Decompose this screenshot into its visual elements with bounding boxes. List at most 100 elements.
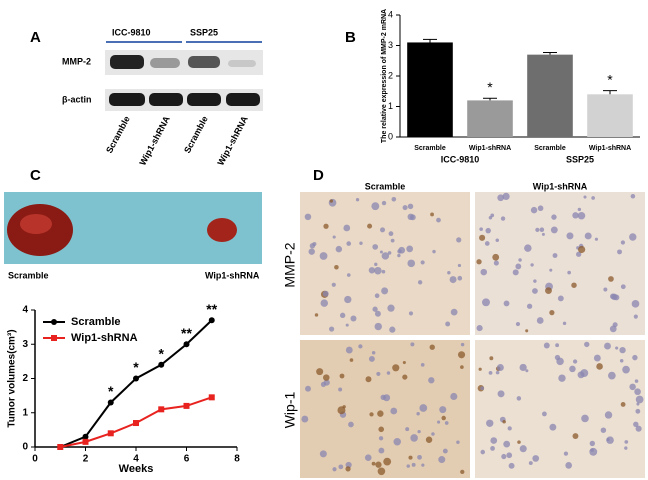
nucleus	[438, 456, 446, 464]
annotation: **	[206, 301, 217, 317]
nucleus	[346, 241, 352, 246]
nucleus	[410, 342, 415, 347]
x-tick-label: Wip1-shRNA	[589, 145, 631, 152]
nucleus	[402, 205, 408, 211]
nucleus	[569, 365, 576, 373]
nucleus	[635, 395, 644, 404]
point	[183, 402, 190, 409]
ihc-image	[300, 192, 470, 335]
nucleus	[634, 388, 641, 396]
nucleus	[319, 252, 328, 260]
nucleus	[551, 214, 557, 220]
nucleus	[497, 194, 505, 202]
nucleus	[503, 440, 511, 448]
y-tick-label: 2	[388, 70, 393, 80]
nucleus	[408, 311, 414, 316]
nucleus	[358, 344, 363, 349]
nucleus	[631, 299, 640, 308]
x-tick-label: 8	[234, 454, 240, 465]
point	[158, 406, 165, 413]
nucleus	[502, 420, 506, 424]
nucleus	[565, 462, 573, 469]
nucleus	[460, 365, 464, 369]
blot-strip	[105, 89, 263, 111]
nucleus	[431, 432, 435, 436]
nucleus	[397, 253, 401, 258]
nucleus	[428, 377, 435, 384]
nucleus	[612, 322, 618, 328]
nucleus	[339, 312, 346, 319]
nucleus	[335, 245, 343, 253]
nucleus	[590, 448, 594, 452]
nucleus	[552, 253, 558, 258]
nucleus	[591, 196, 595, 200]
nucleus	[460, 342, 465, 347]
nucleus	[323, 223, 329, 229]
band	[228, 60, 256, 67]
group-label: ICC-9810	[441, 154, 480, 164]
nucleus	[402, 374, 408, 380]
nucleus	[572, 433, 579, 440]
nucleus	[450, 308, 458, 316]
nucleus	[374, 310, 381, 317]
nucleus	[530, 206, 538, 214]
nucleus	[457, 263, 462, 268]
nucleus	[309, 243, 316, 249]
nucleus	[496, 364, 504, 371]
x-tick-label: 2	[83, 454, 89, 465]
x-tick-label: Scramble	[414, 145, 446, 152]
x-tick-label: Wip1-shRNA	[469, 145, 511, 152]
x-tick-label: 0	[32, 454, 38, 465]
nucleus	[633, 314, 638, 319]
nucleus	[516, 396, 522, 401]
nucleus	[380, 394, 386, 400]
nucleus	[378, 447, 385, 454]
nucleus	[620, 240, 626, 245]
nucleus	[557, 295, 564, 302]
legend-marker	[51, 319, 57, 325]
nucleus	[549, 310, 555, 316]
nucleus	[371, 202, 380, 211]
nucleus	[308, 248, 315, 255]
nucleus	[535, 227, 540, 232]
nucleus	[421, 463, 425, 467]
y-tick-label: 0	[388, 131, 393, 141]
nucleus	[550, 226, 558, 234]
y-tick-label: 0	[22, 442, 28, 453]
nucleus	[528, 461, 533, 466]
nucleus	[402, 360, 406, 365]
nucleus	[372, 244, 379, 250]
nucleus	[526, 303, 533, 309]
bar	[467, 100, 513, 137]
band	[226, 93, 260, 106]
nucleus	[345, 466, 351, 472]
point	[82, 433, 89, 440]
nucleus	[615, 346, 619, 350]
nucleus	[512, 269, 519, 276]
point	[183, 341, 190, 348]
nucleus	[374, 293, 380, 299]
point	[158, 361, 165, 368]
nucleus	[320, 299, 329, 307]
nucleus	[436, 217, 441, 223]
nucleus	[633, 421, 639, 427]
x-tick-label: 4	[133, 454, 139, 465]
nucleus	[545, 287, 552, 295]
lane-label: Scramble	[182, 114, 210, 154]
y-axis-label: Tumor volumes(cm³)	[7, 329, 18, 427]
annotation: *	[108, 383, 114, 399]
y-tick-label: 3	[388, 40, 393, 50]
legend-marker	[51, 335, 57, 341]
nucleus	[479, 234, 486, 241]
nucleus	[392, 364, 400, 372]
nucleus	[515, 321, 521, 327]
nucleus	[580, 369, 589, 378]
nucleus	[502, 192, 510, 201]
lane-label: Wip1-shRNA	[137, 114, 172, 167]
nucleus	[381, 287, 389, 295]
band	[187, 93, 221, 106]
nucleus	[619, 346, 626, 354]
y-axis-label: The relative expression of MMP-2 mRNA	[381, 9, 388, 143]
point	[82, 438, 89, 445]
nucleus	[391, 196, 397, 202]
